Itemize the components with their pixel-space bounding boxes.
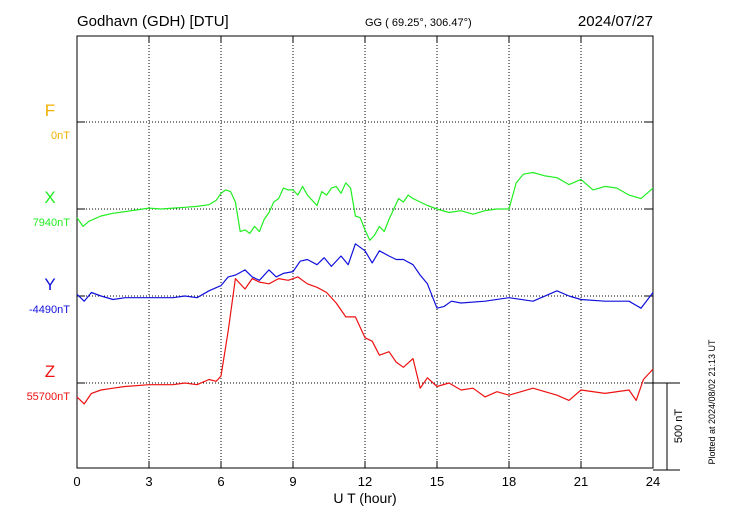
grid-lines (77, 36, 653, 468)
series-name-Z: Z (45, 362, 55, 381)
series-baseline-Z: 55700nT (27, 391, 71, 403)
series-name-F: F (45, 101, 55, 120)
series-baseline-X: 7940nT (33, 217, 71, 229)
series-labels: F 0nT X 7940nT Y -4490nT Z 55700nT (27, 101, 71, 403)
x-tick-label-18: 18 (502, 474, 516, 489)
x-tick-label-0: 0 (73, 474, 80, 489)
x-tick-label-6: 6 (217, 474, 224, 489)
x-tick-label-12: 12 (358, 474, 372, 489)
x-axis-ticks: 0 3 6 9 12 15 18 21 24 (73, 36, 660, 489)
x-axis-label: U T (hour) (333, 490, 396, 506)
series-name-X: X (44, 188, 55, 207)
series-baseline-F: 0nT (51, 130, 70, 142)
series-line-X (76, 171, 654, 241)
x-tick-label-24: 24 (646, 474, 660, 489)
plotted-timestamp: Plotted at 2024/08/02 21:13 UT (707, 339, 717, 465)
series-baseline-Y: -4490nT (29, 304, 70, 316)
x-tick-label-15: 15 (430, 474, 444, 489)
station-coords: GG ( 69.25°, 306.47°) (365, 17, 472, 29)
station-title: Godhavn (GDH) [DTU] (77, 13, 229, 30)
series-layer (76, 171, 654, 405)
scale-bar-label: 500 nT (673, 409, 685, 444)
series-name-Y: Y (44, 275, 55, 294)
plot-date: 2024/07/27 (578, 13, 653, 30)
x-tick-label-3: 3 (145, 474, 152, 489)
x-tick-label-21: 21 (574, 474, 588, 489)
x-tick-label-9: 9 (289, 474, 296, 489)
series-line-Y (76, 243, 654, 309)
scale-bar: 500 nT (653, 382, 685, 471)
series-line-Z (76, 276, 654, 405)
